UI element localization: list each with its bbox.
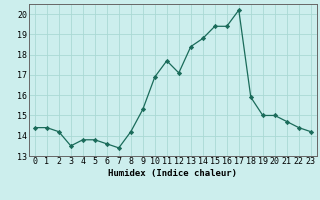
X-axis label: Humidex (Indice chaleur): Humidex (Indice chaleur) (108, 169, 237, 178)
